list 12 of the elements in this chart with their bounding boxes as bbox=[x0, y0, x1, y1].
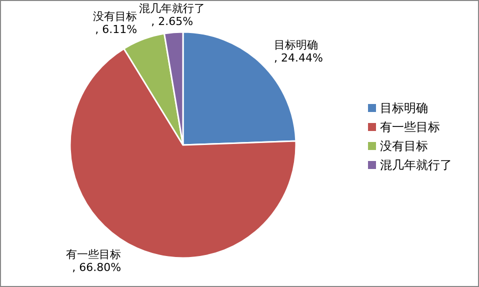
legend-label: 混几年就行了 bbox=[380, 158, 452, 172]
legend-label: 目标明确 bbox=[380, 101, 428, 115]
legend-label: 有一些目标 bbox=[380, 120, 440, 134]
data-label: , 6.11% bbox=[95, 22, 138, 36]
data-label: , 2.65% bbox=[151, 14, 194, 28]
data-label: , 24.44% bbox=[274, 51, 323, 64]
slice-label: 混几年就行了 bbox=[139, 2, 206, 15]
legend-label: 没有目标 bbox=[380, 139, 428, 153]
slice-label: 有一些目标 bbox=[66, 248, 122, 261]
slice-label: 目标明确 bbox=[274, 38, 318, 52]
data-label: , 66.80% bbox=[72, 260, 122, 274]
slice-label: 没有目标 bbox=[93, 10, 138, 23]
